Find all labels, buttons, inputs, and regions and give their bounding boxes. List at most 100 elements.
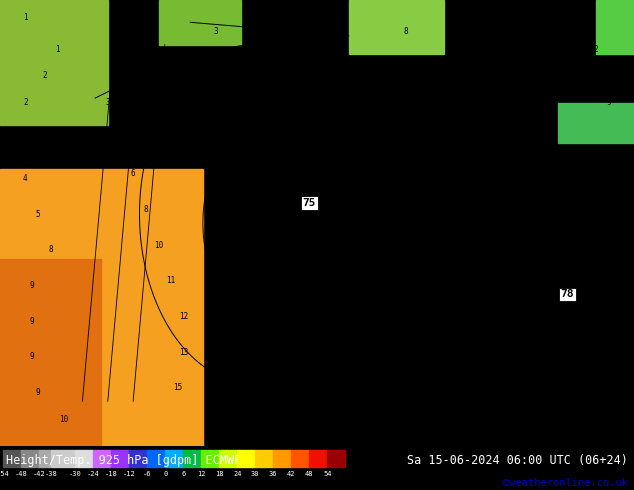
Text: 8: 8	[333, 170, 339, 178]
Text: 24: 24	[233, 471, 242, 477]
Text: 6: 6	[181, 471, 186, 477]
Text: 10: 10	[59, 415, 68, 424]
Text: 9: 9	[29, 281, 34, 290]
Text: 9: 9	[422, 348, 427, 357]
Text: 11: 11	[338, 384, 347, 392]
Text: 13: 13	[515, 348, 524, 357]
Bar	[93, 450, 112, 467]
Text: 9: 9	[606, 98, 611, 107]
Text: 9: 9	[511, 62, 516, 72]
Text: 11: 11	[167, 276, 176, 285]
Text: 1: 1	[118, 27, 123, 36]
Polygon shape	[158, 0, 241, 45]
Text: 5: 5	[232, 62, 237, 72]
Text: 8: 8	[416, 62, 421, 72]
Text: 9: 9	[314, 312, 320, 321]
Polygon shape	[0, 0, 108, 125]
Text: 8: 8	[333, 241, 339, 250]
Text: 3: 3	[105, 98, 110, 107]
Text: -48: -48	[15, 471, 28, 477]
Text: 12: 12	[592, 312, 600, 321]
Text: 78: 78	[560, 289, 574, 299]
Text: 5: 5	[118, 134, 123, 143]
Text: 8: 8	[346, 276, 351, 285]
Bar	[165, 450, 183, 467]
Text: 4: 4	[23, 174, 28, 183]
Text: -24: -24	[87, 471, 100, 477]
Text: 5: 5	[36, 210, 41, 219]
Text: 10: 10	[325, 348, 334, 357]
Text: 12: 12	[197, 471, 205, 477]
Bar	[22, 450, 39, 467]
Text: 9: 9	[308, 98, 313, 107]
Text: 7: 7	[416, 134, 421, 143]
Text: 75: 75	[302, 198, 316, 208]
Text: 7: 7	[308, 27, 313, 36]
Text: 13: 13	[179, 348, 188, 357]
Bar	[273, 450, 291, 467]
Bar	[202, 450, 219, 467]
Text: 11: 11	[268, 312, 277, 321]
Text: 3: 3	[16, 138, 22, 147]
Bar	[291, 450, 309, 467]
Bar	[39, 450, 51, 467]
Text: 10: 10	[230, 134, 239, 143]
Text: 54: 54	[323, 471, 332, 477]
Text: 7: 7	[321, 205, 326, 214]
Text: 7: 7	[429, 170, 434, 178]
Bar	[75, 450, 93, 467]
Text: 9: 9	[581, 151, 586, 161]
Text: -42: -42	[33, 471, 46, 477]
Text: 15: 15	[173, 384, 182, 392]
Text: 11: 11	[534, 276, 543, 285]
Text: 12: 12	[503, 312, 512, 321]
Polygon shape	[596, 0, 634, 53]
Polygon shape	[0, 259, 101, 446]
Text: ©weatheronline.co.uk: ©weatheronline.co.uk	[503, 478, 628, 488]
Polygon shape	[349, 0, 444, 53]
Text: 6: 6	[416, 205, 421, 214]
Polygon shape	[558, 102, 634, 143]
Text: 18: 18	[215, 471, 224, 477]
Text: 8: 8	[48, 245, 53, 254]
Text: 12: 12	[281, 348, 290, 357]
Text: 2: 2	[593, 45, 598, 53]
Text: 10: 10	[433, 384, 442, 392]
Text: 8: 8	[441, 276, 446, 285]
Text: 2: 2	[131, 62, 136, 72]
Text: -54: -54	[0, 471, 10, 477]
Text: -30: -30	[69, 471, 82, 477]
Text: 10: 10	[256, 276, 264, 285]
Bar	[4, 450, 22, 467]
Bar	[309, 450, 327, 467]
Text: 2: 2	[23, 98, 28, 107]
Text: 1: 1	[23, 13, 28, 23]
Text: 10: 10	[217, 98, 226, 107]
Text: 7: 7	[403, 98, 408, 107]
Text: 30: 30	[251, 471, 259, 477]
Bar	[256, 450, 273, 467]
Text: 12: 12	[179, 312, 188, 321]
Text: 9: 9	[29, 352, 34, 361]
Text: 2: 2	[42, 72, 47, 80]
Text: 8: 8	[321, 134, 326, 143]
Text: 9: 9	[498, 98, 503, 107]
Text: 3: 3	[213, 27, 218, 36]
Bar	[112, 450, 129, 467]
Text: 9: 9	[511, 134, 516, 143]
Text: -12: -12	[123, 471, 136, 477]
Text: 14: 14	[528, 384, 537, 392]
Text: 8: 8	[410, 312, 415, 321]
Text: 9: 9	[511, 205, 516, 214]
Text: 0: 0	[163, 471, 167, 477]
Text: 8: 8	[403, 27, 408, 36]
Text: 8: 8	[143, 205, 148, 214]
Text: 9: 9	[498, 27, 503, 36]
Text: Sa 15-06-2024 06:00 UTC (06+24): Sa 15-06-2024 06:00 UTC (06+24)	[407, 454, 628, 467]
Text: Height/Temp. 925 hPa [gdpm] ECMWF: Height/Temp. 925 hPa [gdpm] ECMWF	[6, 454, 242, 467]
Text: 7: 7	[429, 241, 434, 250]
Text: 9: 9	[321, 62, 326, 72]
Text: 11: 11	[243, 170, 252, 178]
Text: 42: 42	[287, 471, 295, 477]
Text: 10: 10	[243, 241, 252, 250]
